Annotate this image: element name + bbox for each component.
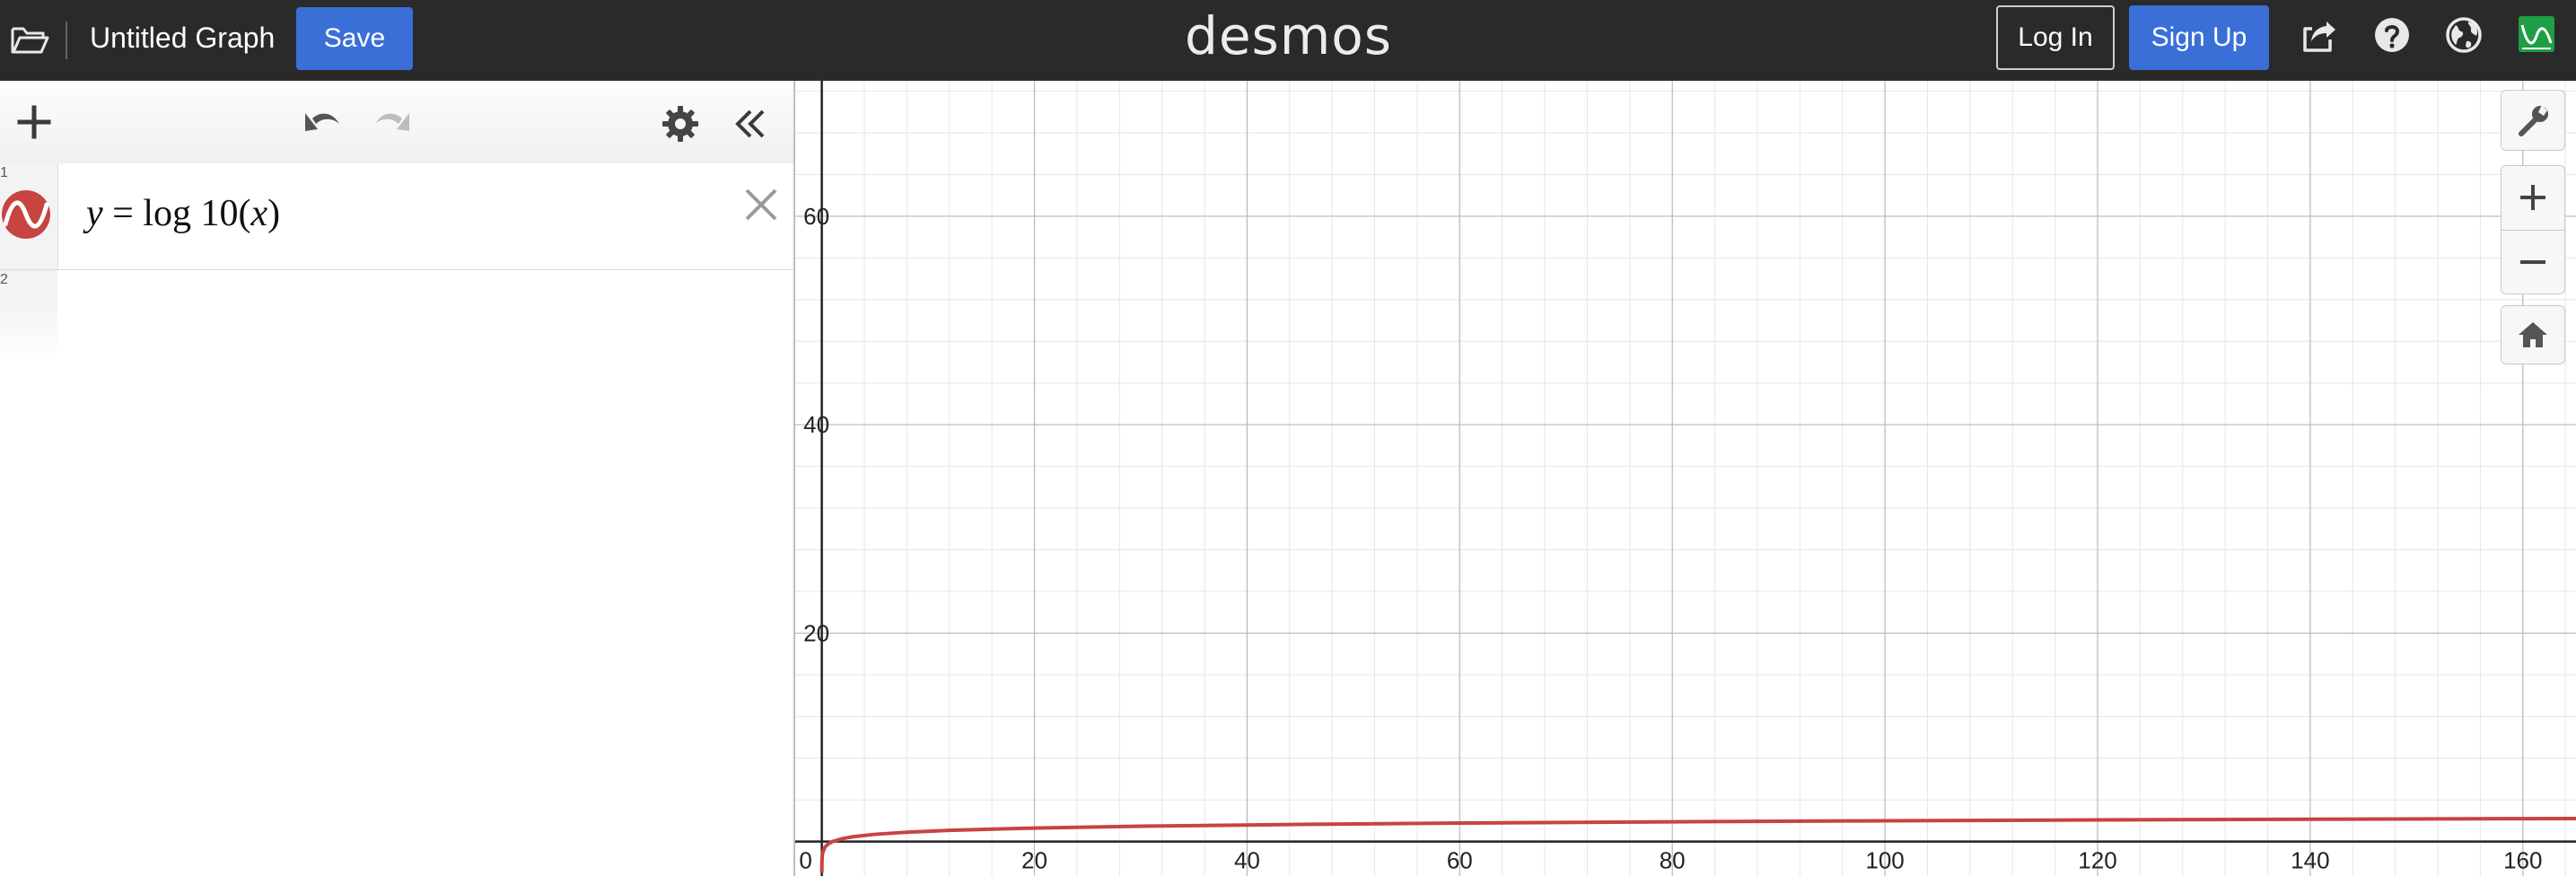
- delete-expression-icon[interactable]: [743, 187, 779, 223]
- collapse-panel-icon[interactable]: [732, 106, 768, 142]
- redo-icon[interactable]: [372, 104, 413, 140]
- sign-up-button[interactable]: Sign Up: [2129, 5, 2269, 70]
- settings-icon[interactable]: [661, 104, 700, 144]
- graph-area[interactable]: 0 20 40 60 80 100 120 140 160 20 40 60: [795, 81, 2576, 876]
- x-tick-label: 0: [799, 847, 811, 874]
- expression-row[interactable]: 1 y = log 10(x): [0, 163, 793, 270]
- x-tick-label: 120: [2078, 847, 2116, 874]
- y-tick-label: 60: [803, 203, 829, 230]
- expression-toolbar: [0, 81, 793, 164]
- default-viewport-button[interactable]: [2501, 305, 2565, 364]
- log-in-button[interactable]: Log In: [1996, 5, 2115, 70]
- expression-index: 2: [0, 272, 8, 287]
- curve-log10: [819, 816, 2576, 873]
- x-tick-label: 80: [1660, 847, 1686, 874]
- x-tick-label: 100: [1865, 847, 1904, 874]
- graph-title[interactable]: Untitled Graph: [90, 22, 276, 54]
- x-tick-label: 160: [2503, 847, 2542, 874]
- desmos-logo: desmos: [1185, 5, 1392, 66]
- share-icon[interactable]: [2300, 16, 2339, 56]
- zoom-out-icon[interactable]: [2518, 247, 2548, 277]
- curve-color-icon[interactable]: [0, 188, 52, 241]
- zoom-controls: [2501, 165, 2565, 294]
- x-tick-label: 60: [1447, 847, 1473, 874]
- panel-divider[interactable]: [793, 81, 795, 876]
- desmos-app-icon[interactable]: [2519, 16, 2554, 52]
- x-tick-label: 140: [2291, 847, 2329, 874]
- expression-math[interactable]: y = log 10(x): [86, 193, 281, 234]
- expression-gutter: 2: [0, 270, 57, 360]
- topbar-divider: [66, 22, 67, 59]
- y-tick-label: 40: [803, 411, 829, 438]
- graph-settings-button[interactable]: [2501, 90, 2565, 151]
- x-tick-label: 40: [1234, 847, 1260, 874]
- zoom-separator: [2502, 230, 2564, 231]
- x-tick-label: 20: [1021, 847, 1047, 874]
- globe-icon[interactable]: [2445, 16, 2483, 54]
- top-bar: Untitled Graph Save desmos Log In Sign U…: [0, 0, 2576, 81]
- expression-panel: 1 y = log 10(x) 2: [0, 81, 793, 876]
- y-tick-label: 20: [803, 619, 829, 646]
- wrench-icon: [2519, 105, 2548, 136]
- graph-canvas[interactable]: 0 20 40 60 80 100 120 140 160 20 40 60: [795, 81, 2576, 876]
- add-icon[interactable]: [14, 102, 54, 142]
- expression-gutter: 1: [0, 163, 58, 269]
- save-button[interactable]: Save: [296, 7, 413, 70]
- expression-index: 1: [0, 165, 8, 180]
- help-icon[interactable]: [2373, 16, 2411, 54]
- expression-row-empty[interactable]: 2: [0, 270, 793, 360]
- undo-icon[interactable]: [302, 104, 343, 140]
- zoom-in-icon[interactable]: [2518, 182, 2548, 213]
- folder-icon[interactable]: [9, 20, 50, 59]
- home-icon: [2519, 322, 2547, 347]
